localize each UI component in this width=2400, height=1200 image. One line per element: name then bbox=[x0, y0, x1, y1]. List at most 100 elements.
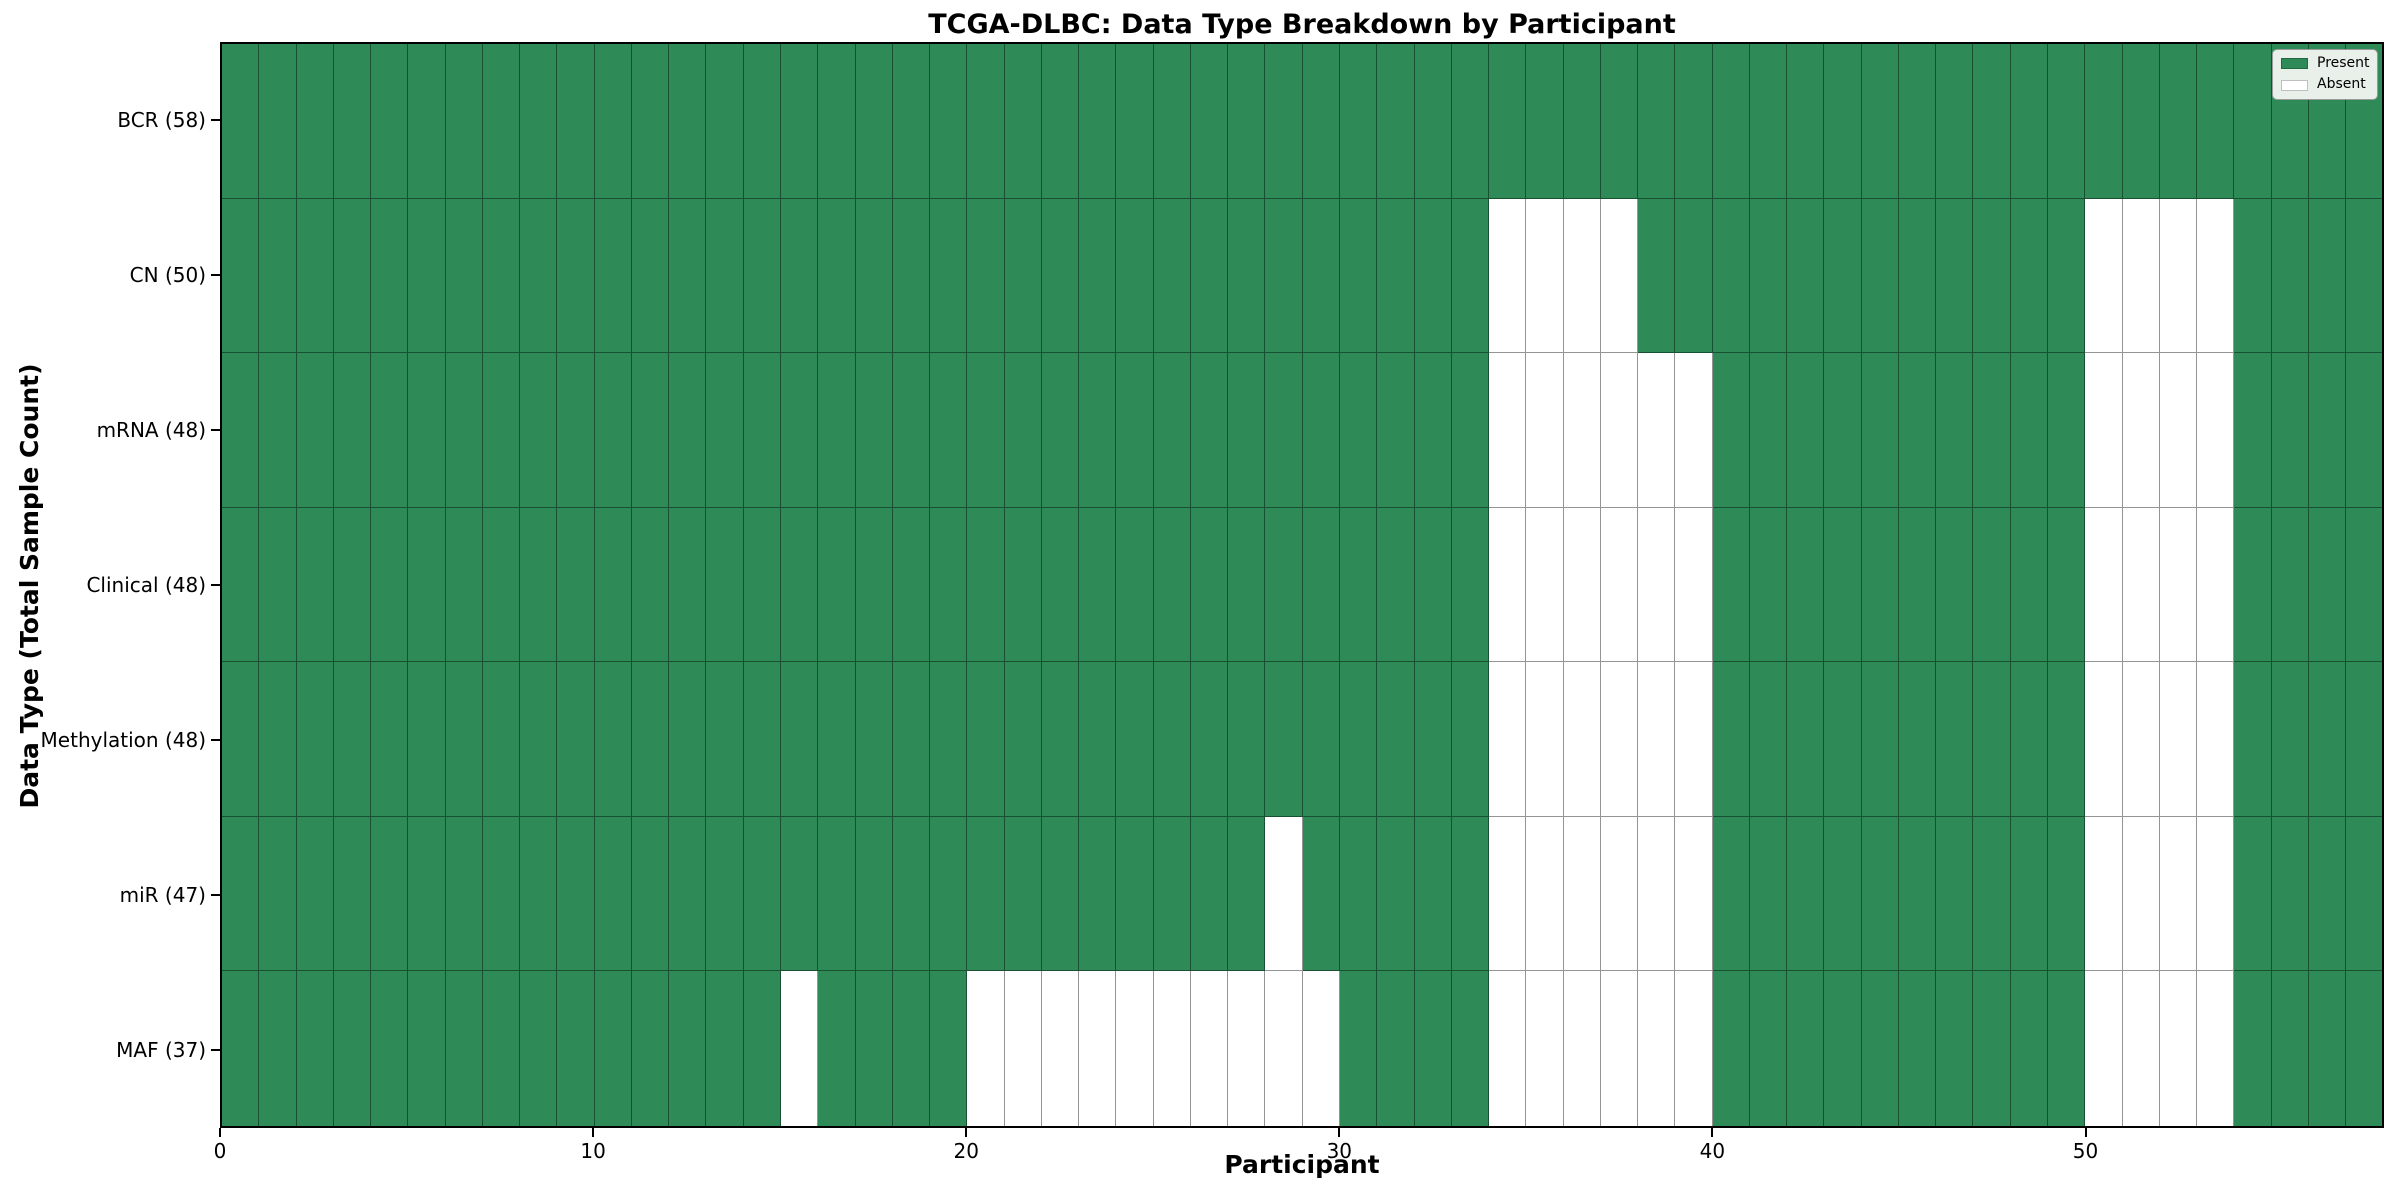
cell-miR-4-present bbox=[371, 816, 409, 972]
cell-miR-30-present bbox=[1339, 816, 1378, 972]
cell-MAF-24-absent bbox=[1116, 971, 1154, 1127]
cell-BCR-31-present bbox=[1377, 44, 1415, 199]
cell-Methylation-21-present bbox=[1004, 662, 1042, 817]
cell-miR-1-present bbox=[259, 816, 297, 972]
y-tick-label-miR: miR (47) bbox=[119, 883, 206, 908]
cell-miR-33-present bbox=[1451, 816, 1490, 972]
cell-BCR-17-present bbox=[855, 44, 893, 199]
cell-CN-4-present bbox=[371, 198, 409, 354]
cell-MAF-28-absent bbox=[1265, 971, 1303, 1127]
cell-Methylation-36-absent bbox=[1563, 662, 1601, 817]
cell-Clinical-5-present bbox=[408, 507, 446, 663]
cell-BCR-18-present bbox=[892, 44, 931, 199]
cell-Clinical-48-present bbox=[2010, 507, 2049, 663]
cell-MAF-16-present bbox=[818, 971, 856, 1127]
cell-miR-48-present bbox=[2010, 816, 2049, 972]
cell-Clinical-0-present bbox=[222, 507, 260, 663]
cell-MAF-51-absent bbox=[2122, 971, 2160, 1127]
cell-Clinical-12-present bbox=[669, 507, 707, 663]
cell-mRNA-43-present bbox=[1824, 353, 1862, 508]
legend-swatch-present bbox=[2281, 58, 2308, 70]
cell-mRNA-39-absent bbox=[1675, 353, 1713, 508]
cell-miR-9-present bbox=[557, 816, 595, 972]
y-tick-mark-Clinical bbox=[211, 584, 220, 586]
cell-CN-51-absent bbox=[2122, 198, 2160, 354]
cell-CN-50-absent bbox=[2085, 198, 2123, 354]
cell-Clinical-18-present bbox=[892, 507, 931, 663]
cell-CN-29-present bbox=[1302, 198, 1340, 354]
cell-MAF-55-present bbox=[2271, 971, 2309, 1127]
cell-CN-24-present bbox=[1116, 198, 1154, 354]
cell-BCR-52-present bbox=[2159, 44, 2198, 199]
x-axis-label: Participant bbox=[1224, 1150, 1380, 1179]
cell-mRNA-10-present bbox=[594, 353, 632, 508]
cell-Clinical-4-present bbox=[371, 507, 409, 663]
cell-mRNA-23-present bbox=[1079, 353, 1117, 508]
cell-mRNA-25-present bbox=[1153, 353, 1191, 508]
cell-BCR-32-present bbox=[1414, 44, 1452, 199]
cell-CN-0-present bbox=[222, 198, 260, 354]
cell-mRNA-44-present bbox=[1861, 353, 1899, 508]
cell-miR-23-present bbox=[1079, 816, 1117, 972]
cell-Methylation-22-present bbox=[1041, 662, 1080, 817]
y-tick-mark-mRNA bbox=[211, 428, 220, 431]
cell-MAF-45-present bbox=[1898, 971, 1937, 1127]
cell-Clinical-29-present bbox=[1302, 507, 1340, 663]
cell-MAF-17-present bbox=[855, 971, 893, 1127]
cell-miR-11-present bbox=[631, 816, 670, 972]
cell-Methylation-50-absent bbox=[2085, 662, 2123, 817]
cell-Clinical-46-present bbox=[1936, 507, 1974, 663]
cell-Methylation-32-present bbox=[1414, 662, 1452, 817]
cell-MAF-8-present bbox=[520, 971, 558, 1127]
cell-MAF-21-absent bbox=[1004, 971, 1042, 1127]
cell-BCR-9-present bbox=[557, 44, 595, 199]
cell-miR-35-absent bbox=[1526, 816, 1564, 972]
cell-MAF-10-present bbox=[594, 971, 632, 1127]
cell-BCR-7-present bbox=[482, 44, 521, 199]
cell-Methylation-10-present bbox=[594, 662, 632, 817]
legend: Present Absent bbox=[2272, 49, 2378, 100]
cell-miR-34-absent bbox=[1489, 816, 1527, 972]
y-tick-label-MAF: MAF (37) bbox=[116, 1038, 206, 1063]
cell-MAF-29-absent bbox=[1302, 971, 1340, 1127]
cell-Methylation-30-present bbox=[1339, 662, 1378, 817]
y-tick-label-Clinical: Clinical (48) bbox=[86, 573, 206, 597]
cell-Clinical-34-absent bbox=[1489, 507, 1527, 663]
cell-Clinical-3-present bbox=[333, 507, 372, 663]
cell-mRNA-28-present bbox=[1265, 353, 1303, 508]
cell-mRNA-2-present bbox=[296, 353, 334, 508]
cell-mRNA-55-present bbox=[2271, 353, 2309, 508]
cell-Methylation-4-present bbox=[371, 662, 409, 817]
cell-miR-39-absent bbox=[1675, 816, 1713, 972]
heatmap-row-MAF bbox=[222, 971, 2383, 1127]
cell-BCR-24-present bbox=[1116, 44, 1154, 199]
cell-miR-24-present bbox=[1116, 816, 1154, 972]
cell-mRNA-37-absent bbox=[1600, 353, 1639, 508]
cell-miR-18-present bbox=[892, 816, 931, 972]
cell-miR-2-present bbox=[296, 816, 334, 972]
cell-mRNA-53-absent bbox=[2197, 353, 2235, 508]
x-tick-label-40: 40 bbox=[1699, 1139, 1726, 1163]
cell-Clinical-47-present bbox=[1973, 507, 2011, 663]
cell-BCR-35-present bbox=[1526, 44, 1564, 199]
cell-MAF-53-absent bbox=[2197, 971, 2235, 1127]
cell-CN-1-present bbox=[259, 198, 297, 354]
cell-MAF-23-absent bbox=[1079, 971, 1117, 1127]
cell-mRNA-16-present bbox=[818, 353, 856, 508]
cell-Methylation-53-absent bbox=[2197, 662, 2235, 817]
cell-mRNA-12-present bbox=[669, 353, 707, 508]
cell-mRNA-32-present bbox=[1414, 353, 1452, 508]
cell-CN-5-present bbox=[408, 198, 446, 354]
cell-miR-7-present bbox=[482, 816, 521, 972]
cell-Methylation-7-present bbox=[482, 662, 521, 817]
cell-Clinical-9-present bbox=[557, 507, 595, 663]
cell-miR-3-present bbox=[333, 816, 372, 972]
cell-BCR-16-present bbox=[818, 44, 856, 199]
cell-mRNA-22-present bbox=[1041, 353, 1080, 508]
cell-miR-22-present bbox=[1041, 816, 1080, 972]
heatmap-row-CN bbox=[222, 198, 2383, 354]
cell-MAF-3-present bbox=[333, 971, 372, 1127]
cell-mRNA-20-present bbox=[967, 353, 1005, 508]
y-tick-mark-BCR bbox=[211, 118, 220, 121]
cell-CN-57-present bbox=[2346, 198, 2383, 354]
